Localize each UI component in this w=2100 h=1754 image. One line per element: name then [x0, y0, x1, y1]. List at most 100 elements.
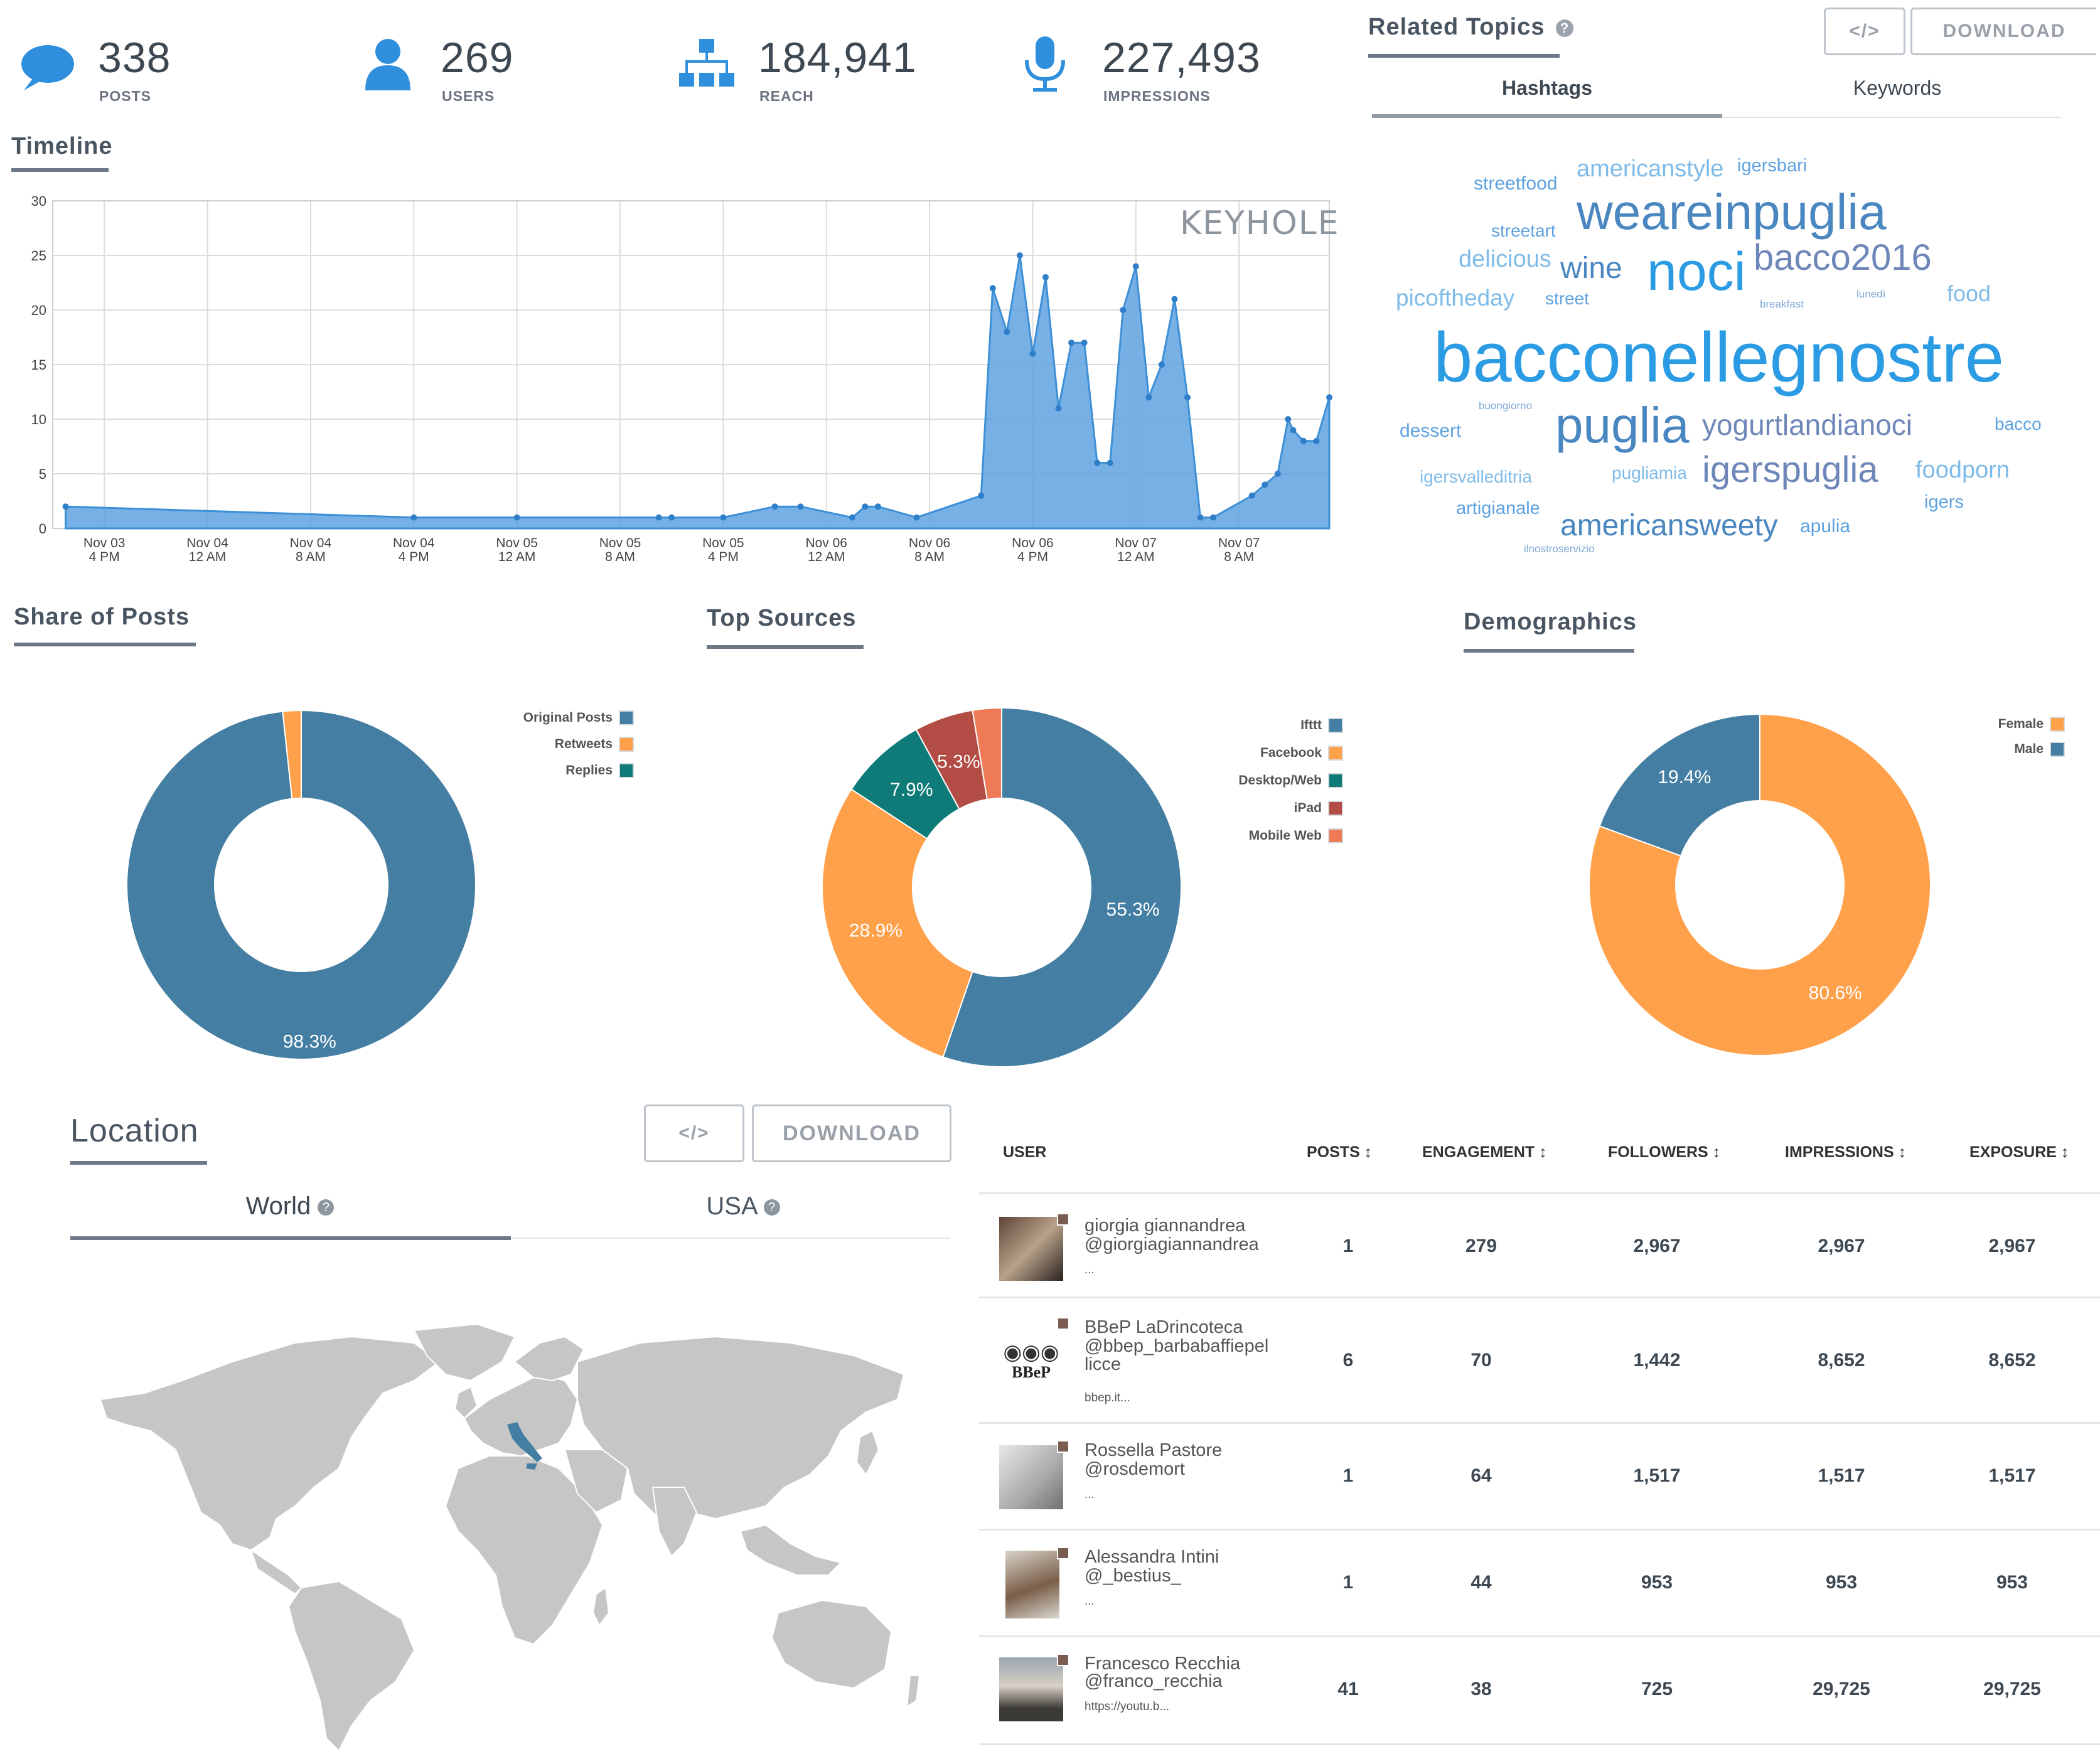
related-embed-button[interactable]: </>: [1824, 8, 1905, 55]
avatar[interactable]: [1005, 1551, 1059, 1618]
donut-slice[interactable]: [972, 707, 1002, 801]
location-download-button[interactable]: DOWNLOAD: [752, 1104, 951, 1162]
timeline-point[interactable]: [62, 503, 69, 510]
donut-slice[interactable]: [126, 709, 476, 1060]
timeline-point[interactable]: [989, 285, 996, 292]
timeline-point[interactable]: [1248, 492, 1255, 499]
user-handle[interactable]: @bbep_barbabaffiepel licce: [1085, 1336, 1269, 1374]
cloud-word[interactable]: weareinpuglia: [1577, 184, 1887, 240]
timeline-point[interactable]: [797, 503, 804, 510]
cloud-word[interactable]: streetfood: [1474, 173, 1558, 194]
cloud-word[interactable]: americanstyle: [1577, 156, 1724, 182]
timeline-point[interactable]: [1068, 340, 1075, 346]
cloud-word[interactable]: bacconellegnostre: [1433, 318, 2005, 397]
timeline-point[interactable]: [1285, 416, 1292, 422]
tab-world[interactable]: World ?: [70, 1192, 510, 1221]
timeline-point[interactable]: [1262, 481, 1268, 488]
cloud-word[interactable]: bacco: [1995, 414, 2042, 434]
help-icon[interactable]: ?: [763, 1199, 780, 1216]
timeline-point[interactable]: [720, 514, 727, 521]
col-followers[interactable]: FOLLOWERS ↕: [1608, 1143, 1721, 1161]
cloud-word[interactable]: food: [1947, 281, 1991, 306]
legend-female[interactable]: Female: [1964, 717, 2065, 732]
timeline-point[interactable]: [1016, 252, 1023, 259]
table-row[interactable]: giorgia giannandrea @giorgiagiannandrea …: [979, 1194, 2100, 1298]
timeline-point[interactable]: [1197, 514, 1204, 521]
cloud-word[interactable]: buongiorno: [1479, 400, 1533, 412]
cloud-word[interactable]: street: [1545, 289, 1590, 308]
timeline-point[interactable]: [1132, 263, 1139, 270]
related-download-button[interactable]: DOWNLOAD: [1910, 8, 2096, 55]
timeline-point[interactable]: [771, 503, 778, 510]
col-impressions[interactable]: IMPRESSIONS ↕: [1785, 1143, 1907, 1161]
cloud-word[interactable]: puglia: [1555, 397, 1690, 453]
cloud-word[interactable]: pugliamia: [1612, 463, 1687, 483]
cloud-word[interactable]: wine: [1560, 252, 1622, 285]
timeline-point[interactable]: [1042, 274, 1049, 281]
cloud-word[interactable]: igerspuglia: [1702, 449, 1878, 490]
legend-mobile-web[interactable]: Mobile Web: [1167, 828, 1343, 843]
cloud-word[interactable]: americansweety: [1560, 509, 1778, 542]
timeline-point[interactable]: [1300, 437, 1307, 444]
col-engagement[interactable]: ENGAGEMENT ↕: [1422, 1143, 1547, 1161]
user-handle[interactable]: @franco_recchia: [1085, 1671, 1223, 1691]
cloud-word[interactable]: igersbari: [1737, 156, 1808, 176]
user-handle[interactable]: @_bestius_: [1085, 1566, 1181, 1586]
world-map[interactable]: [88, 1323, 929, 1752]
legend-original-posts[interactable]: Original Posts: [452, 710, 634, 725]
avatar[interactable]: [999, 1217, 1063, 1281]
donut-slice[interactable]: [822, 788, 973, 1058]
cloud-word[interactable]: igers: [1924, 492, 1964, 512]
cloud-word[interactable]: streetart: [1491, 221, 1556, 240]
timeline-point[interactable]: [1210, 514, 1217, 521]
legend-retweets[interactable]: Retweets: [452, 737, 634, 752]
donut-slice[interactable]: [282, 709, 302, 799]
timeline-point[interactable]: [1158, 361, 1165, 368]
user-bio[interactable]: https://youtu.b...: [1085, 1700, 1170, 1713]
cloud-word[interactable]: artigianale: [1456, 498, 1540, 518]
timeline-point[interactable]: [1274, 471, 1281, 477]
timeline-point[interactable]: [874, 503, 881, 510]
table-row[interactable]: Alessandra Intini @_bestius_ ... 1 44 95…: [979, 1531, 2100, 1637]
user-handle[interactable]: @giorgiagiannandrea: [1085, 1234, 1259, 1254]
table-row[interactable]: ◉◉◉ BBeP BBeP LaDrincoteca @bbep_barbaba…: [979, 1298, 2100, 1424]
timeline-point[interactable]: [1313, 437, 1320, 444]
tab-usa[interactable]: USA ?: [523, 1192, 963, 1221]
col-posts[interactable]: POSTS ↕: [1307, 1143, 1373, 1161]
timeline-point[interactable]: [1290, 427, 1297, 434]
donut-slice[interactable]: [1599, 713, 1760, 857]
timeline-point[interactable]: [1120, 307, 1127, 313]
cloud-word[interactable]: noci: [1647, 242, 1746, 302]
user-name[interactable]: Francesco Recchia: [1085, 1654, 1241, 1674]
help-icon[interactable]: ?: [318, 1199, 335, 1216]
timeline-point[interactable]: [410, 514, 417, 521]
user-name[interactable]: Rossella Pastore: [1085, 1440, 1223, 1460]
timeline-point[interactable]: [513, 514, 520, 521]
donut-slice[interactable]: [942, 707, 1182, 1067]
donut-slice[interactable]: [1588, 713, 1931, 1056]
timeline-point[interactable]: [1184, 394, 1191, 401]
table-row[interactable]: Francesco Recchia @franco_recchia https:…: [979, 1637, 2100, 1745]
cloud-word[interactable]: lunedì: [1856, 288, 1886, 300]
legend-desktop-web[interactable]: Desktop/Web: [1167, 773, 1343, 788]
timeline-point[interactable]: [1029, 350, 1036, 357]
timeline-point[interactable]: [1326, 394, 1332, 401]
timeline-point[interactable]: [1081, 340, 1088, 346]
cloud-word[interactable]: bacco2016: [1754, 237, 1932, 278]
timeline-point[interactable]: [913, 514, 920, 521]
cloud-word[interactable]: dessert: [1400, 420, 1462, 441]
user-handle[interactable]: @rosdemort: [1085, 1459, 1185, 1479]
cloud-word[interactable]: foodporn: [1915, 457, 2010, 483]
legend-male[interactable]: Male: [1964, 742, 2065, 757]
timeline-point[interactable]: [655, 514, 662, 521]
avatar[interactable]: [999, 1445, 1063, 1509]
cloud-word[interactable]: apulia: [1800, 516, 1851, 537]
avatar[interactable]: [999, 1657, 1063, 1721]
cloud-word[interactable]: breakfast: [1760, 298, 1804, 310]
timeline-point[interactable]: [1171, 296, 1178, 302]
col-exposure[interactable]: EXPOSURE ↕: [1969, 1143, 2069, 1161]
legend-facebook[interactable]: Facebook: [1167, 746, 1343, 761]
timeline-point[interactable]: [1145, 394, 1152, 401]
timeline-point[interactable]: [978, 492, 985, 499]
help-icon[interactable]: ?: [1556, 19, 1574, 37]
